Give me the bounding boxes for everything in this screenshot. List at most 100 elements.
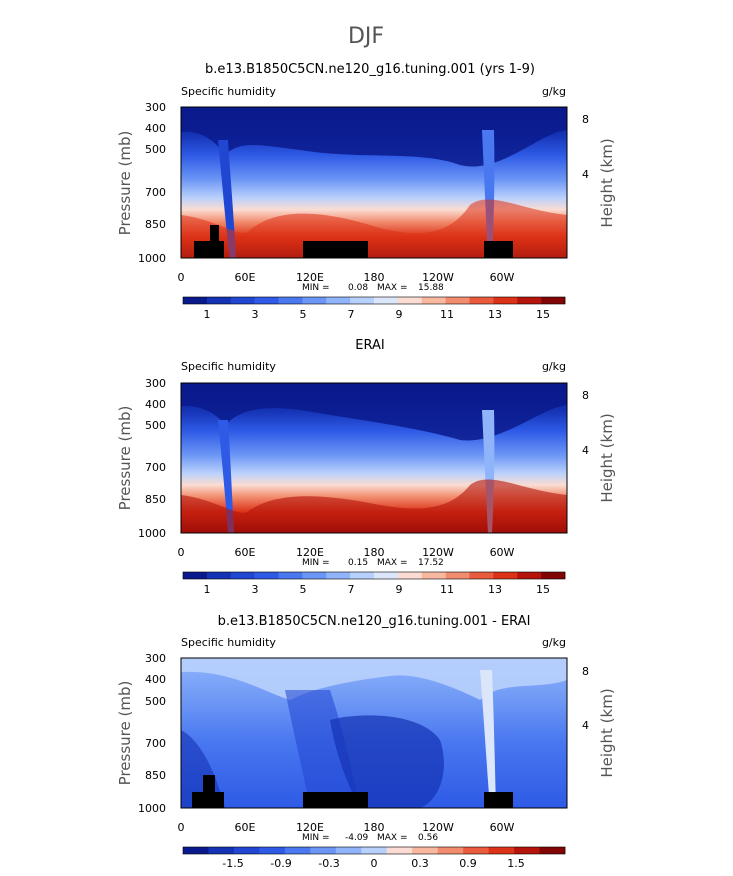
colorbar-swatch xyxy=(302,572,327,579)
y-tick-label: 850 xyxy=(145,769,166,782)
field-plot xyxy=(181,658,567,808)
colorbar-swatch xyxy=(284,847,311,854)
height-axis-label: Height (km) xyxy=(598,413,616,502)
colorbar-swatch xyxy=(183,297,208,304)
colorbar-swatch xyxy=(514,847,540,854)
colorbar-label: -0.9 xyxy=(270,857,291,870)
colorbar-swatch xyxy=(361,847,388,854)
colorbar-label: 15 xyxy=(536,308,550,321)
x-tick-label: 60W xyxy=(490,546,515,559)
colorbar-label: 9 xyxy=(396,308,403,321)
colorbar-swatch xyxy=(374,297,399,304)
y-axis-label: Pressure (mb) xyxy=(116,131,134,236)
colorbar-frame xyxy=(182,296,566,305)
colorbar-swatch xyxy=(278,572,303,579)
colorbar-frame xyxy=(182,846,566,855)
colorbar-swatch xyxy=(310,847,337,854)
colorbar-label: -0.3 xyxy=(318,857,339,870)
y-axis: 300 400 500 700 850 1000 Pressure (mb) xyxy=(116,377,166,540)
y-axis-label: Pressure (mb) xyxy=(116,681,134,786)
min-value: -4.09 xyxy=(345,833,369,843)
colorbar-swatch xyxy=(493,572,518,579)
y-tick-label: 300 xyxy=(145,101,166,114)
height-tick-label: 4 xyxy=(582,719,589,732)
y-axis: 300 400 500 700 850 1000 Pressure (mb) xyxy=(116,101,166,265)
y-tick-label: 300 xyxy=(145,652,166,665)
y-tick-label: 400 xyxy=(145,122,166,135)
colorbar-label: 13 xyxy=(488,308,502,321)
y-tick-label: 400 xyxy=(145,673,166,686)
colorbar-swatch xyxy=(183,847,209,854)
colorbar-label: 11 xyxy=(440,308,454,321)
subtitle-right: g/kg xyxy=(542,636,566,649)
colorbar-swatch xyxy=(374,572,399,579)
panel-difference: b.e13.B1850C5CN.ne120_g16.tuning.001 - E… xyxy=(116,614,616,870)
colorbar-swatch xyxy=(469,297,494,304)
subtitle-left: Specific humidity xyxy=(181,85,276,98)
x-tick-label: 120W xyxy=(422,546,454,559)
colorbar-swatch xyxy=(469,572,494,579)
y-tick-label: 700 xyxy=(145,461,166,474)
subtitle-right: g/kg xyxy=(542,85,566,98)
y-tick-label: 850 xyxy=(145,493,166,506)
min-label: MIN = xyxy=(302,833,330,843)
height-tick-label: 4 xyxy=(582,168,589,181)
min-value: 0.15 xyxy=(348,558,368,568)
colorbar-swatch xyxy=(445,297,470,304)
colorbar-label: 1 xyxy=(204,308,211,321)
colorbar-swatch xyxy=(206,572,232,579)
colorbar-label: 15 xyxy=(536,583,550,596)
colorbar-swatch xyxy=(230,572,255,579)
colorbar-label: 1.5 xyxy=(507,857,525,870)
colorbar-swatch xyxy=(350,297,375,304)
x-tick-label: 120E xyxy=(296,546,324,559)
y-tick-label: 1000 xyxy=(138,802,166,815)
colorbar-label: 5 xyxy=(300,308,307,321)
colorbar-swatches xyxy=(182,571,566,580)
colorbar-swatch xyxy=(326,297,351,304)
y-tick-label: 850 xyxy=(145,218,166,231)
height-axis: 8 4 Height (km) xyxy=(582,665,616,778)
colorbar-label: 3 xyxy=(252,308,259,321)
plot-frame xyxy=(180,657,568,809)
colorbar-label: 13 xyxy=(488,583,502,596)
colorbar-swatch xyxy=(421,297,446,304)
subtitle-right: g/kg xyxy=(542,360,566,373)
x-tick-label: 0 xyxy=(178,821,185,834)
colorbar-label: 9 xyxy=(396,583,403,596)
colorbar-label: 7 xyxy=(348,583,355,596)
colorbar-swatch xyxy=(386,847,413,854)
min-max-readout: MIN = -4.09 MAX = 0.56 xyxy=(302,833,438,843)
y-tick-label: 500 xyxy=(145,143,166,156)
colorbar-swatch xyxy=(445,572,470,579)
colorbar-swatch xyxy=(397,297,423,304)
x-axis: 0 60E 120E 180 120W 60W xyxy=(178,546,515,559)
max-label: MAX = xyxy=(377,558,408,568)
colorbar-swatch xyxy=(517,572,542,579)
y-tick-label: 300 xyxy=(145,377,166,390)
min-value: 0.08 xyxy=(348,283,368,293)
topography-mask xyxy=(194,225,513,258)
subtitle-left: Specific humidity xyxy=(181,360,276,373)
min-label: MIN = xyxy=(302,558,330,568)
colorbar: 1 3 5 7 9 11 13 15 xyxy=(182,296,566,321)
colorbar-swatch xyxy=(254,297,279,304)
colorbar: -1.5 -0.9 -0.3 0 0.3 0.9 1.5 xyxy=(182,846,566,870)
x-tick-label: 180 xyxy=(364,821,385,834)
colorbar-label: 7 xyxy=(348,308,355,321)
x-tick-label: 60E xyxy=(235,271,256,284)
panel-title: b.e13.B1850C5CN.ne120_g16.tuning.001 (yr… xyxy=(205,62,535,77)
field-plot xyxy=(181,107,567,258)
x-tick-label: 0 xyxy=(178,271,185,284)
colorbar-swatch xyxy=(397,572,423,579)
colorbar-swatch xyxy=(326,572,351,579)
y-axis: 300 400 500 700 850 1000 Pressure (mb) xyxy=(116,652,166,815)
y-tick-label: 500 xyxy=(145,419,166,432)
colorbar-swatch xyxy=(421,572,446,579)
y-tick-label: 1000 xyxy=(138,252,166,265)
height-axis-label: Height (km) xyxy=(598,138,616,227)
x-tick-label: 60E xyxy=(235,546,256,559)
colorbar-swatch xyxy=(463,847,489,854)
height-tick-label: 8 xyxy=(582,113,589,126)
